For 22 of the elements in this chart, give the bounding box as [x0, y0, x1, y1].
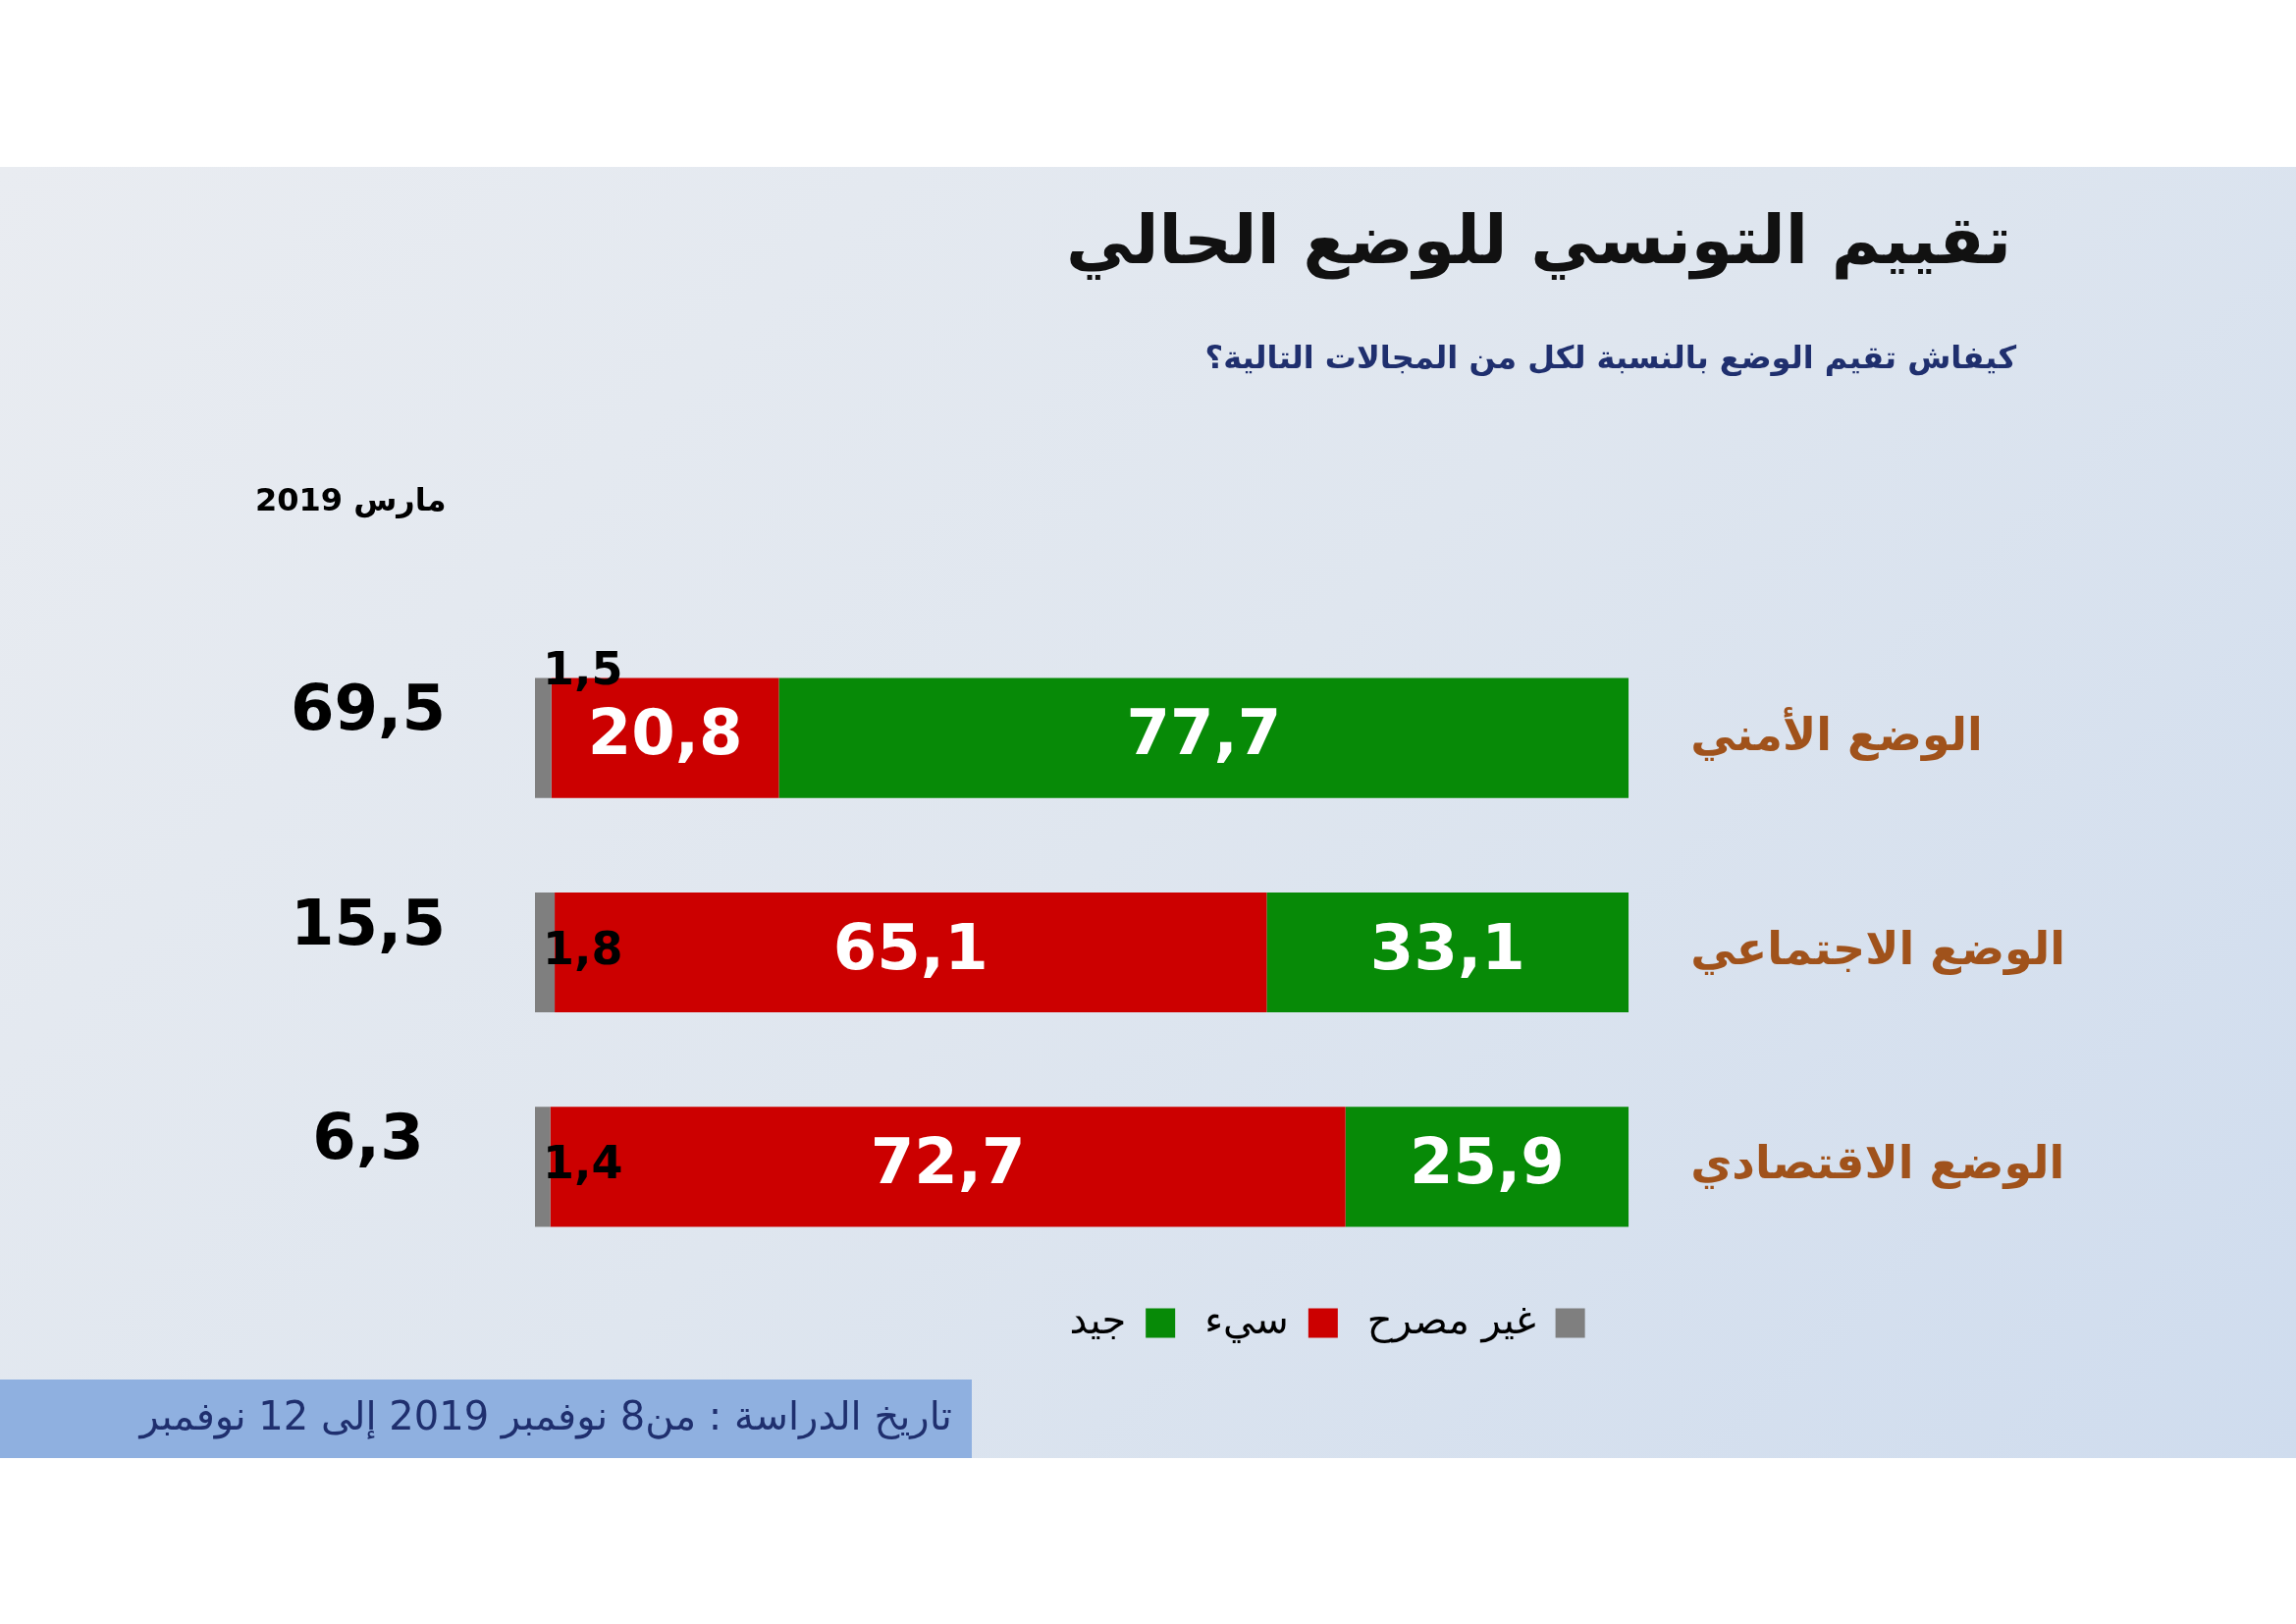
text: مارس 2019 [255, 481, 447, 518]
data-label: 33,1 [1369, 910, 1525, 984]
text: 15,5 [291, 886, 446, 959]
legend-label: غير مصرح [1366, 1296, 1536, 1343]
data-label: 20,8 [587, 696, 743, 770]
data-label: 65,1 [832, 910, 988, 984]
y-tick-label: الوضع الاقتصادي [1690, 1136, 2065, 1190]
bar [550, 1107, 1346, 1227]
y-tick-label: الوضع الاجتماعي [1690, 921, 2066, 975]
bar [778, 677, 1629, 798]
bar [1266, 892, 1629, 1013]
legend-label: جيد [1069, 1296, 1127, 1342]
text: 6,3 [312, 1100, 424, 1173]
y-tick-label: الوضع الأمني [1690, 706, 1983, 761]
data-label: 25,9 [1409, 1124, 1565, 1198]
data-label: 72,7 [870, 1124, 1026, 1198]
text: تاريخ الدراسة : من8 نوفمبر 2019 إلى 12 نوفمبر [139, 1393, 952, 1438]
chart-subtitle: كيفاش تقيم الوضع بالنسبة لكل من المجالات التالية؟ [1204, 339, 2016, 376]
text: 69,5 [291, 672, 446, 745]
legend-label: سيء [1204, 1296, 1289, 1343]
chart-title: تقييم التونسي للوضع الحالي [1066, 201, 2011, 279]
data-label: 77,7 [1126, 696, 1282, 770]
